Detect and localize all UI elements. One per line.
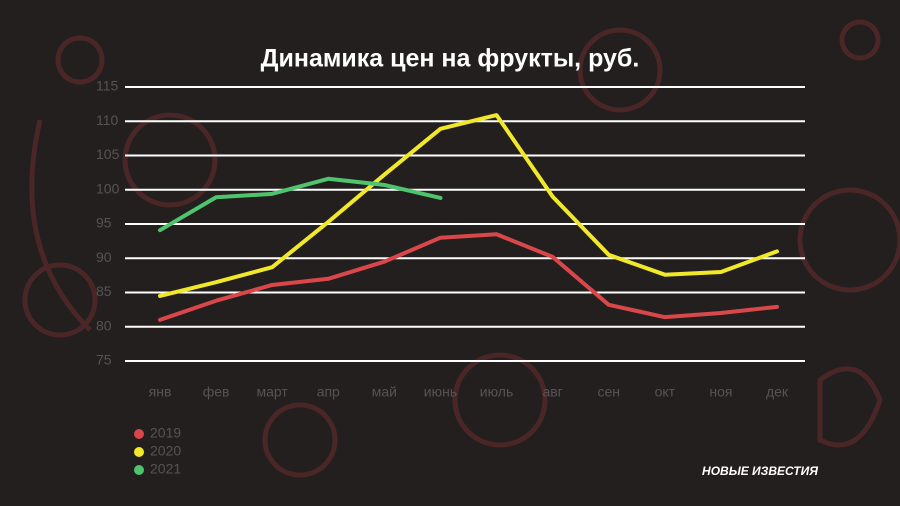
x-tick-label: дек	[766, 384, 789, 400]
x-tick-label: фев	[203, 384, 230, 400]
x-tick-label: апр	[317, 384, 340, 400]
y-tick-label: 80	[96, 317, 112, 333]
legend-marker	[134, 429, 144, 439]
x-tick-label: май	[372, 384, 397, 400]
y-tick-label: 95	[96, 215, 112, 231]
x-tick-label: июль	[480, 384, 513, 400]
legend-label: 2019	[150, 425, 181, 441]
decoration	[22, 19, 900, 478]
x-tick-label: сен	[597, 384, 620, 400]
series-line	[158, 232, 779, 322]
legend-marker	[134, 465, 144, 475]
y-tick-label: 110	[96, 112, 119, 128]
series-line	[158, 176, 443, 233]
x-tick-label: март	[257, 384, 289, 400]
y-tick-label: 90	[96, 249, 112, 265]
x-tick-label: янв	[149, 384, 172, 400]
x-tick-label: ноя	[709, 384, 732, 400]
legend-label: 2020	[150, 443, 181, 459]
y-tick-label: 75	[96, 352, 112, 368]
legend-label: 2021	[150, 461, 181, 477]
y-tick-label: 105	[96, 146, 120, 162]
series-line	[158, 113, 779, 298]
y-tick-label: 85	[96, 283, 112, 299]
x-tick-label: июнь	[424, 384, 457, 400]
brand: НОВЫЕ ИЗВЕСТИЯ	[702, 464, 818, 478]
legend-marker	[134, 447, 144, 457]
chart-title: Динамика цен на фрукты, руб.	[261, 45, 640, 73]
x-tick-label: окт	[655, 384, 676, 400]
y-tick-label: 100	[96, 180, 120, 196]
x-tick-label: авг	[542, 384, 562, 400]
y-tick-label: 115	[96, 78, 119, 94]
